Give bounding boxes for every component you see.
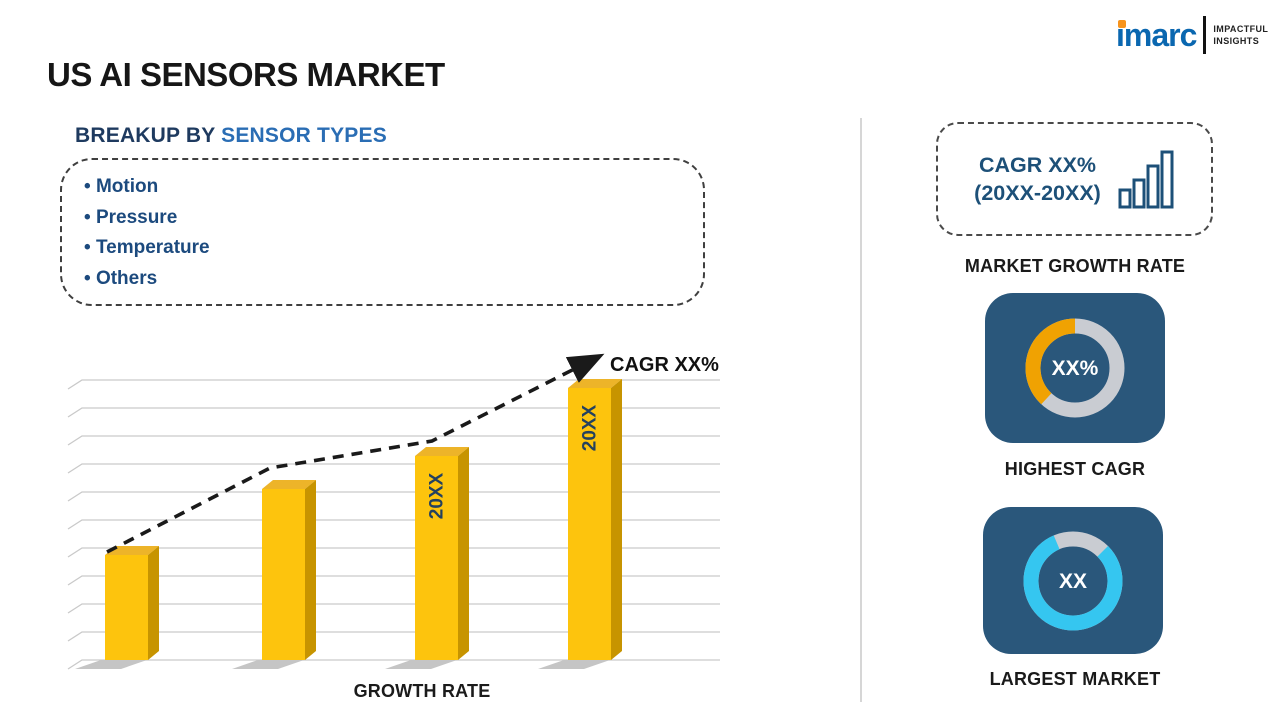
imarc-accent-dot-icon: [1118, 20, 1126, 28]
svg-text:20XX: 20XX: [427, 472, 448, 519]
largest-market-value: XX: [1059, 570, 1087, 593]
vertical-divider: [860, 118, 862, 702]
cagr-range-line: (20XX-20XX): [974, 181, 1101, 205]
largest-market-label: LARGEST MARKET: [989, 669, 1161, 689]
svg-text:CAGR XX%: CAGR XX%: [610, 354, 719, 376]
page-title: US AI SENSORS MARKET: [47, 56, 445, 93]
logo-tagline-line2: INSIGHTS: [1213, 36, 1260, 46]
bar-chart-icon: [1118, 150, 1174, 209]
breakup-heading-highlight: SENSOR TYPES: [221, 124, 387, 147]
sensor-types-box: Motion Pressure Temperature Others: [60, 158, 705, 306]
sensor-types-list: Motion Pressure Temperature Others: [84, 172, 703, 294]
largest-market-donut: XX: [1023, 531, 1123, 630]
highest-cagr-value: XX%: [1052, 357, 1099, 380]
svg-text:20XX: 20XX: [580, 404, 601, 451]
growth-bar-chart: 20XX 20XX CAGR XX%: [67, 353, 720, 670]
market-growth-rate-card: CAGR XX% (20XX-20XX): [936, 122, 1213, 236]
highest-cagr-label: HIGHEST CAGR: [1004, 459, 1146, 479]
chart-xlabel: GROWTH RATE: [353, 681, 491, 701]
sensor-type-item: Others: [84, 264, 703, 295]
sensor-type-item: Temperature: [84, 233, 703, 264]
sensor-type-item: Pressure: [84, 203, 703, 234]
market-growth-rate-label: MARKET GROWTH RATE: [964, 256, 1186, 276]
highest-cagr-card: XX%: [985, 293, 1165, 443]
breakup-heading: BREAKUP BY SENSOR TYPES: [75, 124, 387, 148]
cagr-value-line: CAGR XX%: [978, 153, 1097, 177]
imarc-brand-text: imarc: [1116, 17, 1197, 53]
logo-divider-bar: [1203, 16, 1207, 54]
logo-tagline: IMPACTFUL INSIGHTS: [1213, 23, 1268, 47]
logo-tagline-line1: IMPACTFUL: [1213, 23, 1269, 34]
breakup-heading-prefix: BREAKUP BY: [75, 124, 222, 147]
highest-cagr-donut: XX%: [1025, 318, 1125, 418]
largest-market-card: XX: [983, 507, 1163, 654]
sensor-type-item: Motion: [84, 172, 703, 203]
imarc-brand-word: imarc: [1116, 17, 1197, 53]
imarc-logo: imarc IMPACTFUL INSIGHTS: [1116, 16, 1268, 54]
cagr-period-text: CAGR XX% (20XX-20XX): [974, 151, 1101, 207]
